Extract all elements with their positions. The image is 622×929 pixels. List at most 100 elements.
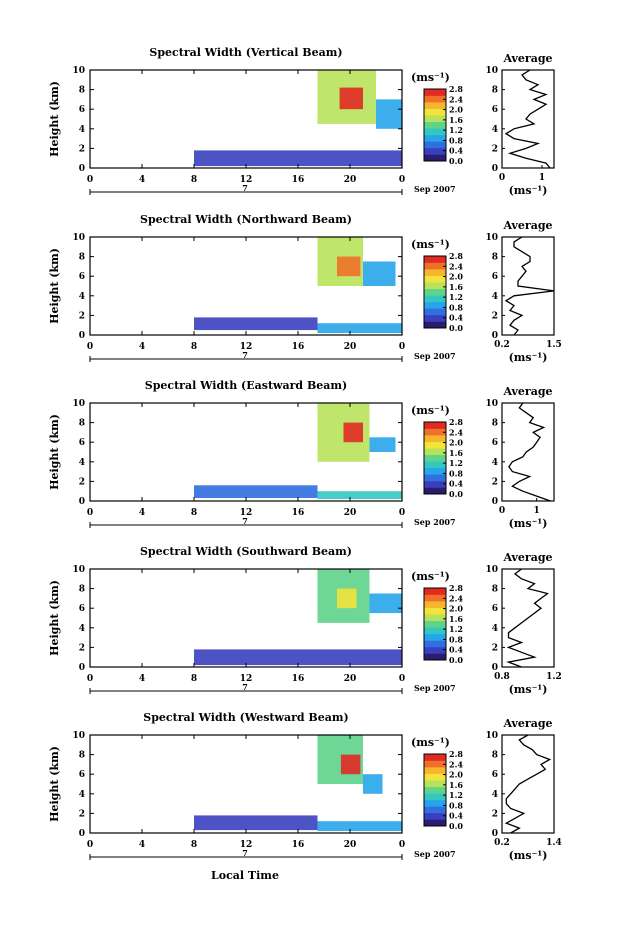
colorbar-segment bbox=[424, 786, 446, 794]
colorbar-segment bbox=[424, 301, 446, 309]
colorbar-segment bbox=[424, 627, 446, 635]
y-tick-label: 8 bbox=[79, 253, 85, 263]
heatmap-region bbox=[376, 99, 402, 129]
average-frame bbox=[501, 568, 555, 668]
colorbar-tick-label: 0.4 bbox=[449, 479, 463, 489]
average-profile-line bbox=[504, 734, 552, 834]
colorbar-tick-label: 0.0 bbox=[449, 655, 463, 665]
colorbar-tick-label: 2.8 bbox=[449, 417, 463, 427]
average-frame bbox=[501, 236, 555, 336]
colorbar-segment bbox=[424, 601, 446, 608]
colorbar-segment bbox=[424, 646, 446, 654]
colorbar-segment bbox=[424, 767, 446, 774]
x-tick-label: 0 bbox=[87, 508, 93, 518]
x-tick-label: 0 bbox=[399, 508, 405, 518]
colorbar-segment bbox=[424, 653, 446, 661]
x-tick-label: 0 bbox=[399, 840, 405, 850]
y-tick-label: 10 bbox=[72, 66, 85, 76]
average-y-tick-label: 4 bbox=[492, 458, 498, 468]
x-tick-label: 0 bbox=[399, 342, 405, 352]
day-label: 7 bbox=[242, 682, 248, 692]
heatmap-region bbox=[194, 649, 402, 666]
colorbar-segment bbox=[424, 288, 446, 296]
colorbar-segment bbox=[424, 95, 446, 103]
average-y-tick-label: 4 bbox=[492, 125, 498, 135]
colorbar-tick-label: 0.4 bbox=[449, 645, 463, 655]
x-tick-label: 0 bbox=[87, 840, 93, 850]
y-axis-label: Height (km) bbox=[48, 580, 61, 656]
x-tick-label: 0 bbox=[87, 674, 93, 684]
x-tick-label: 12 bbox=[240, 840, 253, 850]
heatmap-region bbox=[337, 256, 361, 277]
panel-4: Spectral Width (Westward Beam) 0 2 4 6 8 10 0 4 8… bbox=[48, 711, 562, 862]
average-y-tick-label: 8 bbox=[492, 585, 498, 595]
x-tick-label: 16 bbox=[292, 175, 305, 185]
colorbar-tick-label: 0.0 bbox=[449, 323, 463, 333]
x-tick-label: 20 bbox=[344, 175, 357, 185]
heatmap-region bbox=[194, 485, 318, 498]
y-tick-label: 4 bbox=[79, 790, 85, 800]
colorbar-segment bbox=[424, 89, 446, 96]
y-tick-label: 6 bbox=[79, 105, 85, 115]
colorbar-unit: (ms⁻¹) bbox=[411, 71, 450, 84]
colorbar-segment bbox=[424, 760, 446, 768]
average-x-label: (ms⁻¹) bbox=[509, 849, 548, 862]
colorbar-tick-label: 1.6 bbox=[449, 115, 463, 125]
panel-title: Spectral Width (Westward Beam) bbox=[143, 711, 348, 724]
heatmap-region bbox=[317, 323, 402, 333]
average-y-tick-label: 6 bbox=[492, 438, 498, 448]
x-tick-label: 12 bbox=[240, 674, 253, 684]
colorbar-segment bbox=[424, 461, 446, 469]
y-tick-label: 4 bbox=[79, 458, 85, 468]
y-axis-label: Height (km) bbox=[48, 248, 61, 324]
average-profile-line bbox=[504, 69, 551, 169]
colorbar-tick-label: 0.4 bbox=[449, 811, 463, 821]
x-tick-label: 4 bbox=[139, 508, 145, 518]
colorbar-unit: (ms⁻¹) bbox=[411, 238, 450, 251]
average-y-tick-label: 0 bbox=[492, 164, 498, 174]
colorbar-segment bbox=[424, 640, 446, 648]
x-tick-label: 16 bbox=[292, 840, 305, 850]
average-x-label: (ms⁻¹) bbox=[509, 517, 548, 530]
colorbar-tick-label: 0.8 bbox=[449, 302, 463, 312]
average-x-tick-label: 0.8 bbox=[494, 672, 510, 682]
x-tick-label: 0 bbox=[87, 342, 93, 352]
colorbar-segment bbox=[424, 147, 446, 155]
colorbar-unit: (ms⁻¹) bbox=[411, 404, 450, 417]
heatmap-region bbox=[369, 437, 396, 452]
average-y-tick-label: 0 bbox=[492, 829, 498, 839]
average-y-tick-label: 6 bbox=[492, 770, 498, 780]
heatmap-region bbox=[339, 87, 363, 110]
date-label: Sep 2007 bbox=[414, 849, 456, 859]
average-x-tick-label: 0 bbox=[499, 173, 505, 183]
y-tick-label: 6 bbox=[79, 438, 85, 448]
day-label: 7 bbox=[242, 350, 248, 360]
colorbar-tick-label: 0.8 bbox=[449, 468, 463, 478]
colorbar-tick-label: 1.6 bbox=[449, 282, 463, 292]
colorbar-frame bbox=[423, 255, 447, 329]
average-x-label: (ms⁻¹) bbox=[509, 184, 548, 197]
colorbar-tick-label: 1.2 bbox=[449, 790, 463, 800]
colorbar-tick-label: 2.4 bbox=[449, 759, 463, 769]
colorbar-segment bbox=[424, 773, 446, 781]
colorbar-segment bbox=[424, 154, 446, 162]
colorbar-tick-label: 1.2 bbox=[449, 624, 463, 634]
colorbar-segment bbox=[424, 448, 446, 456]
average-y-tick-label: 4 bbox=[492, 790, 498, 800]
colorbar-tick-label: 1.2 bbox=[449, 458, 463, 468]
colorbar-tick-label: 2.0 bbox=[449, 272, 463, 282]
average-y-tick-label: 4 bbox=[492, 292, 498, 302]
colorbar-unit: (ms⁻¹) bbox=[411, 570, 450, 583]
average-y-tick-label: 2 bbox=[492, 809, 498, 819]
average-profile-line bbox=[504, 236, 555, 336]
colorbar-tick-label: 1.6 bbox=[449, 614, 463, 624]
x-tick-label: 20 bbox=[344, 508, 357, 518]
colorbar-tick-label: 2.0 bbox=[449, 604, 463, 614]
y-tick-label: 0 bbox=[79, 663, 85, 673]
average-y-tick-label: 0 bbox=[492, 331, 498, 341]
average-y-tick-label: 10 bbox=[485, 565, 498, 575]
colorbar-tick-label: 0.8 bbox=[449, 634, 463, 644]
average-x-tick-label: 1 bbox=[534, 506, 540, 516]
colorbar-segment bbox=[424, 295, 446, 303]
